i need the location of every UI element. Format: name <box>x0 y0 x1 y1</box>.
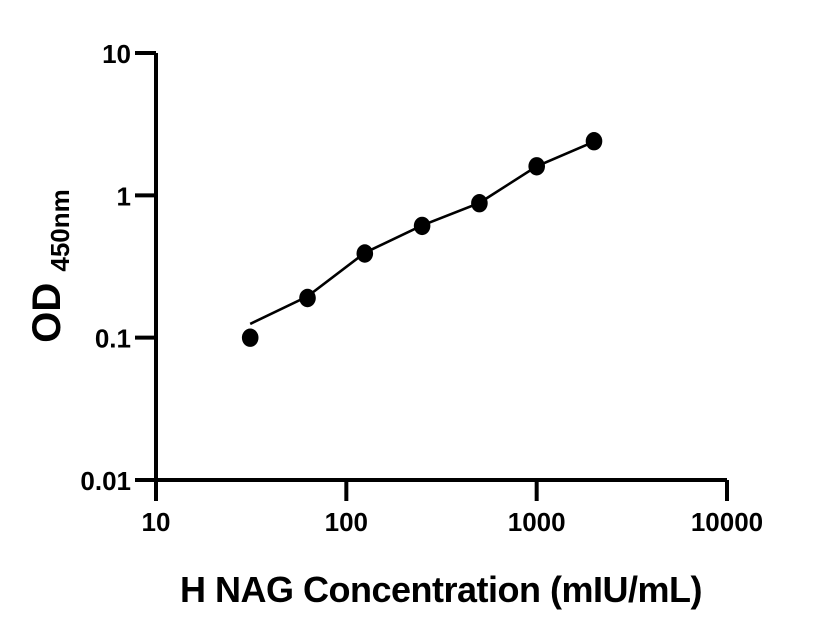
data-point <box>241 328 259 347</box>
axis-spines <box>154 53 727 482</box>
x-tick-label: 100 <box>325 507 368 537</box>
data-point <box>585 132 603 151</box>
y-tick-label: 10 <box>102 39 131 69</box>
data-point <box>413 216 431 236</box>
x-axis-title: H NAG Concentration (mIU/mL) <box>180 569 702 610</box>
x-tick-label: 10 <box>142 507 171 537</box>
data-point <box>299 288 316 308</box>
y-axis-title-subscript: 450nm <box>45 189 75 271</box>
data-point <box>471 194 488 213</box>
plot-layer <box>241 132 603 347</box>
y-tick-label: 0.01 <box>80 466 131 496</box>
axes-layer: 0.01 0.1 1 10 10 100 1000 10000 <box>80 39 763 537</box>
data-point <box>356 244 374 263</box>
x-tick-label: 1000 <box>508 507 566 537</box>
y-axis-title: OD 450nm <box>25 189 75 343</box>
y-tick-label: 1 <box>117 181 131 211</box>
y-tick-label: 0.1 <box>95 324 131 354</box>
data-point <box>528 157 545 176</box>
x-tick-label: 10000 <box>691 507 763 537</box>
y-axis-title-main: OD <box>25 283 69 343</box>
